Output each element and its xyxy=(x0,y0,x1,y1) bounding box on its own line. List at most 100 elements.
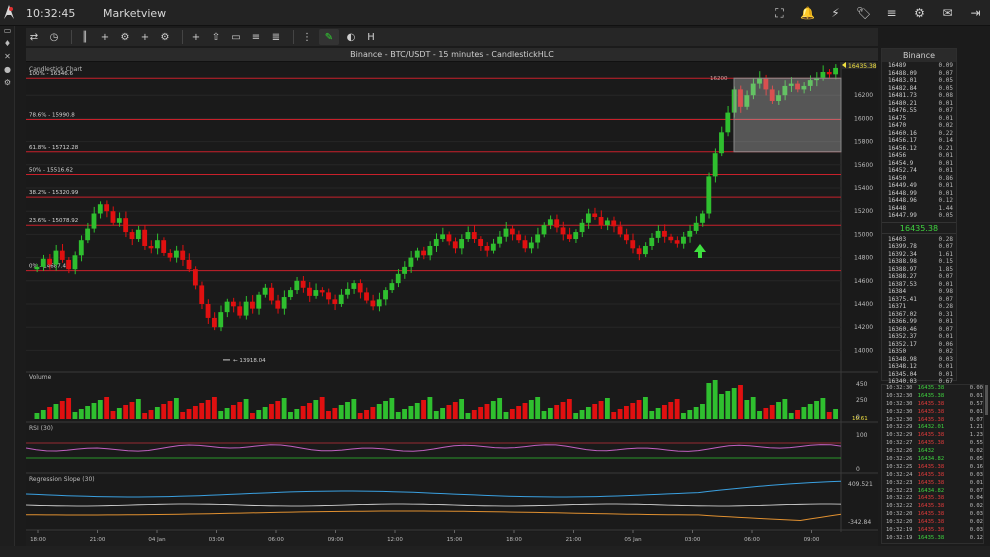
candle xyxy=(528,242,534,249)
volume-bar xyxy=(750,397,756,419)
candle xyxy=(129,232,135,240)
order-book-row: 16388.27 0.07 xyxy=(888,273,953,280)
candle xyxy=(192,269,198,286)
volume-bar xyxy=(807,404,813,419)
gear-icon[interactable]: ⚙ xyxy=(3,78,12,87)
volume-bar xyxy=(820,398,826,419)
settings-icon[interactable]: ⚙ xyxy=(914,6,925,20)
tools-icon[interactable]: ✕ xyxy=(4,52,11,61)
candle xyxy=(623,234,629,241)
trade-history-scrollbar[interactable] xyxy=(985,385,988,415)
candle xyxy=(230,301,236,307)
screenshot-icon[interactable]: ⛶ xyxy=(775,5,784,20)
volume-bar xyxy=(655,408,661,419)
coins-icon[interactable]: ≡ xyxy=(886,6,897,20)
trade-history[interactable]: 10:32:30 16435.38 0.00 10:32:30 16435.38 0.01… xyxy=(881,384,984,544)
volume-bar xyxy=(243,399,249,419)
candle xyxy=(370,300,376,307)
bulb-icon[interactable]: ♦ xyxy=(3,39,12,48)
volume-bar xyxy=(795,410,800,419)
candle xyxy=(459,239,465,249)
candle xyxy=(142,229,148,246)
volume-bar xyxy=(623,406,629,419)
indicator-settings-icon[interactable]: ⚙ xyxy=(120,31,130,43)
volume-bar xyxy=(788,413,794,419)
volume-bar xyxy=(674,399,680,419)
tag-icon[interactable]: 🏷 xyxy=(855,6,872,20)
regression-tick-label: 409.521 xyxy=(848,481,873,488)
toolbar-separator xyxy=(71,30,72,44)
candle xyxy=(414,250,420,258)
bell-icon[interactable]: 🔔 xyxy=(800,6,815,20)
arrow-icon[interactable]: ⇧ xyxy=(211,31,221,43)
monitor-icon[interactable]: ▭ xyxy=(3,26,12,35)
trade-row: 10:32:26 16432 0.02 xyxy=(886,448,983,455)
candle xyxy=(833,67,838,75)
heading-icon[interactable]: H xyxy=(367,31,375,43)
low-marker-label: ← 13918.04 xyxy=(233,358,266,364)
order-book-row: 16448.99 0.01 xyxy=(888,189,953,197)
candle xyxy=(72,255,78,270)
crosshair-icon[interactable]: + xyxy=(191,31,201,43)
study-settings-icon[interactable]: ⚙ xyxy=(160,31,170,43)
last-price-pointer-icon xyxy=(842,62,846,68)
candle xyxy=(91,213,97,229)
candle xyxy=(275,300,281,309)
candle xyxy=(269,287,274,301)
candle xyxy=(636,248,642,255)
candle xyxy=(250,301,255,309)
price-tick-label: 14800 xyxy=(854,255,873,262)
order-book-row: 16348.98 0.03 xyxy=(888,355,953,363)
add-study-icon[interactable]: + xyxy=(140,31,150,43)
order-book-row: 16480.21 0.01 xyxy=(888,99,953,107)
chart-header: Binance - BTC/USDT - 15 minutes - Candle… xyxy=(26,48,878,62)
clock-icon[interactable]: ◷ xyxy=(49,31,59,43)
candle xyxy=(205,304,211,318)
lines-icon[interactable]: ≡ xyxy=(251,31,261,43)
fib-level-label: 23.6% - 15078.92 xyxy=(29,218,78,224)
comment-icon[interactable]: ▭ xyxy=(231,31,241,43)
volume-bar xyxy=(681,413,686,419)
candle xyxy=(769,89,775,101)
fib-icon[interactable]: ≣ xyxy=(271,31,281,43)
brush-icon[interactable]: ✎ xyxy=(319,29,339,45)
candle xyxy=(744,95,750,107)
candle xyxy=(199,285,205,304)
add-indicator-icon[interactable]: + xyxy=(100,31,110,43)
candle xyxy=(47,258,53,265)
user-icon[interactable]: ● xyxy=(4,65,11,74)
inbox-icon[interactable]: ✉ xyxy=(942,6,953,20)
candle xyxy=(446,234,452,242)
candle xyxy=(357,283,363,293)
swap-icon[interactable]: ⇄ xyxy=(29,31,39,43)
chart-area[interactable]: 16200 16000 15800 15600 15400 15200 15000 14800… xyxy=(26,62,878,546)
volume-bar xyxy=(230,405,236,419)
trade-row: 10:32:20 16435.38 0.03 xyxy=(886,511,983,518)
color-icon[interactable]: ◐ xyxy=(346,31,356,43)
order-book-row: 16366.99 0.01 xyxy=(888,318,953,325)
candle xyxy=(611,220,617,227)
candle xyxy=(643,246,648,255)
volume-bar xyxy=(173,398,179,419)
selection-box xyxy=(733,77,842,153)
candle xyxy=(440,234,446,240)
satellite-icon[interactable]: ⚡ xyxy=(831,6,840,20)
candle xyxy=(782,85,788,96)
time-tick-label: 18:00 xyxy=(506,537,522,543)
volume-bar xyxy=(205,400,211,419)
candle xyxy=(801,85,807,90)
volume-bar xyxy=(776,402,781,419)
logout-icon[interactable]: ⇥ xyxy=(970,6,981,20)
volume-bar xyxy=(541,411,547,419)
candles-icon[interactable]: ║ xyxy=(81,31,89,43)
volume-bar xyxy=(72,412,78,419)
order-book-row: 16352.17 0.06 xyxy=(888,340,953,348)
candle xyxy=(218,312,224,328)
time-tick-label: 12:00 xyxy=(387,537,403,543)
volume-bar xyxy=(636,400,642,419)
buy-arrow-icon xyxy=(694,244,706,258)
top-icon-group: ⛶ 🔔 ⚡ 🏷 ≡ ⚙ ✉ ⇥ xyxy=(771,5,984,21)
dots-icon[interactable]: ⋮ xyxy=(302,31,312,43)
volume-bar xyxy=(97,400,103,419)
candle xyxy=(693,222,699,231)
